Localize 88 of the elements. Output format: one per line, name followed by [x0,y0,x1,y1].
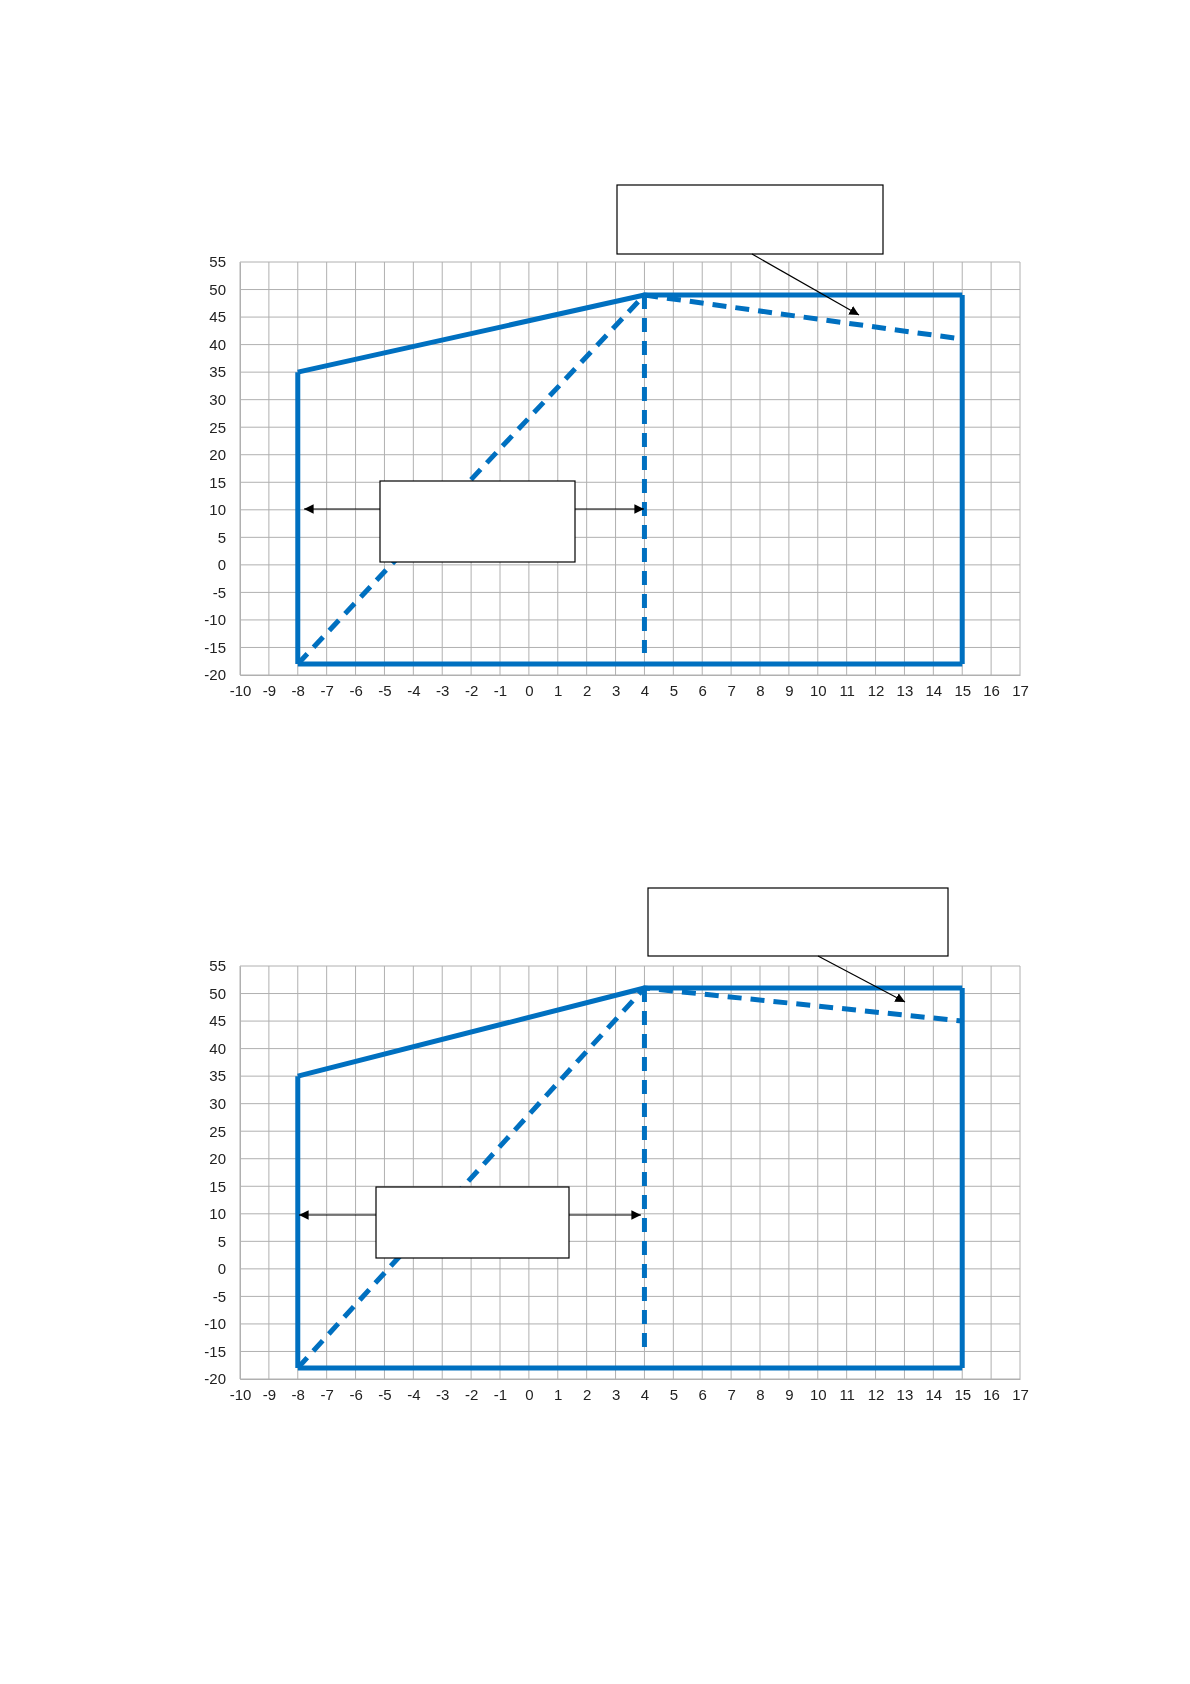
x-tick-label: 0 [525,681,534,699]
x-tick-label: 6 [698,681,707,699]
y-tick-label: 0 [217,1260,226,1278]
y-tick-label: 10 [209,1205,226,1223]
y-tick-label: -5 [212,1287,226,1305]
x-tick-label: -2 [464,681,479,699]
y-tick-label: 45 [209,308,226,326]
x-tick-label: 14 [925,1385,943,1403]
y-tick-label: 40 [209,335,226,353]
x-tick-label: 10 [809,1385,827,1403]
x-tick-label: 11 [839,1385,855,1403]
x-tick-label: -9 [262,1385,277,1403]
x-tick-label: 1 [554,1385,563,1403]
x-tick-label: 2 [582,1385,592,1403]
x-tick-label: 15 [954,681,972,699]
y-tick-label: 25 [209,1122,226,1140]
x-tick-label: 13 [896,681,914,699]
y-tick-label: -5 [212,583,226,601]
y-tick-label: 15 [209,1177,226,1195]
x-tick-label: 4 [640,681,650,699]
x-tick-label: 16 [983,681,1000,699]
y-tick-label: 35 [209,363,226,381]
x-tick-label: -6 [349,681,363,699]
x-tick-label: 17 [1012,1385,1029,1403]
x-tick-label: -3 [436,681,450,699]
x-tick-label: -10 [229,681,252,699]
y-tick-label: 5 [217,1232,226,1250]
x-tick-label: 0 [525,1385,534,1403]
x-tick-label: 1 [554,681,563,699]
y-tick-label: 0 [217,556,226,574]
x-tick-label: 5 [669,1385,679,1403]
x-tick-label: 17 [1012,681,1029,699]
x-tick-label: -5 [378,1385,392,1403]
y-tick-label: 25 [209,418,226,436]
y-tick-label: -10 [204,611,226,629]
y-tick-label: 45 [209,1012,226,1030]
x-tick-label: 8 [756,681,765,699]
y-tick-label: 50 [209,280,226,298]
x-tick-label: 10 [809,681,827,699]
x-tick-label: -5 [378,681,392,699]
x-tick-label: 15 [954,1385,972,1403]
x-tick-label: 4 [640,1385,650,1403]
y-tick-label: 40 [209,1039,226,1057]
y-tick-label: 50 [209,984,226,1002]
y-tick-label: 15 [209,473,226,491]
y-tick-label: 5 [217,528,226,546]
y-tick-label: -20 [204,1370,226,1388]
x-tick-label: -1 [493,1385,508,1403]
y-tick-label: 35 [209,1067,226,1085]
x-tick-label: 2 [582,681,592,699]
x-tick-label: 12 [867,1385,885,1403]
x-tick-label: 12 [867,681,885,699]
x-tick-label: 13 [896,1385,914,1403]
x-tick-label: -10 [229,1385,252,1403]
x-tick-label: 9 [785,1385,794,1403]
x-tick-label: -4 [407,681,421,699]
x-tick-label: -8 [291,681,305,699]
x-tick-label: 9 [785,681,794,699]
x-tick-label: -7 [320,1385,334,1403]
y-tick-label: 10 [209,501,226,519]
y-tick-label: -15 [204,638,226,656]
y-tick-label: -10 [204,1315,226,1333]
y-tick-label: -20 [204,666,226,684]
x-tick-label: 7 [727,681,736,699]
x-tick-label: -2 [464,1385,479,1403]
x-tick-label: 11 [839,681,855,699]
x-tick-label: 5 [669,681,679,699]
x-tick-label: -8 [291,1385,305,1403]
x-tick-label: 14 [925,681,943,699]
y-tick-label: 30 [209,1094,226,1112]
y-tick-label: 30 [209,390,226,408]
x-tick-label: -1 [493,681,508,699]
y-tick-label: 20 [209,1150,226,1168]
y-tick-label: -15 [204,1342,226,1360]
x-tick-label: 3 [611,681,621,699]
x-tick-label: 7 [727,1385,736,1403]
y-tick-label: 55 [209,957,226,975]
y-tick-label: 20 [209,446,226,464]
x-tick-label: -7 [320,681,334,699]
x-tick-label: 8 [756,1385,765,1403]
x-tick-label: 3 [611,1385,621,1403]
x-tick-label: -6 [349,1385,363,1403]
x-tick-label: 6 [698,1385,707,1403]
x-tick-label: 16 [983,1385,1000,1403]
x-tick-label: -4 [407,1385,421,1403]
x-tick-label: -3 [436,1385,450,1403]
y-tick-label: 55 [209,253,226,271]
x-tick-label: -9 [262,681,277,699]
